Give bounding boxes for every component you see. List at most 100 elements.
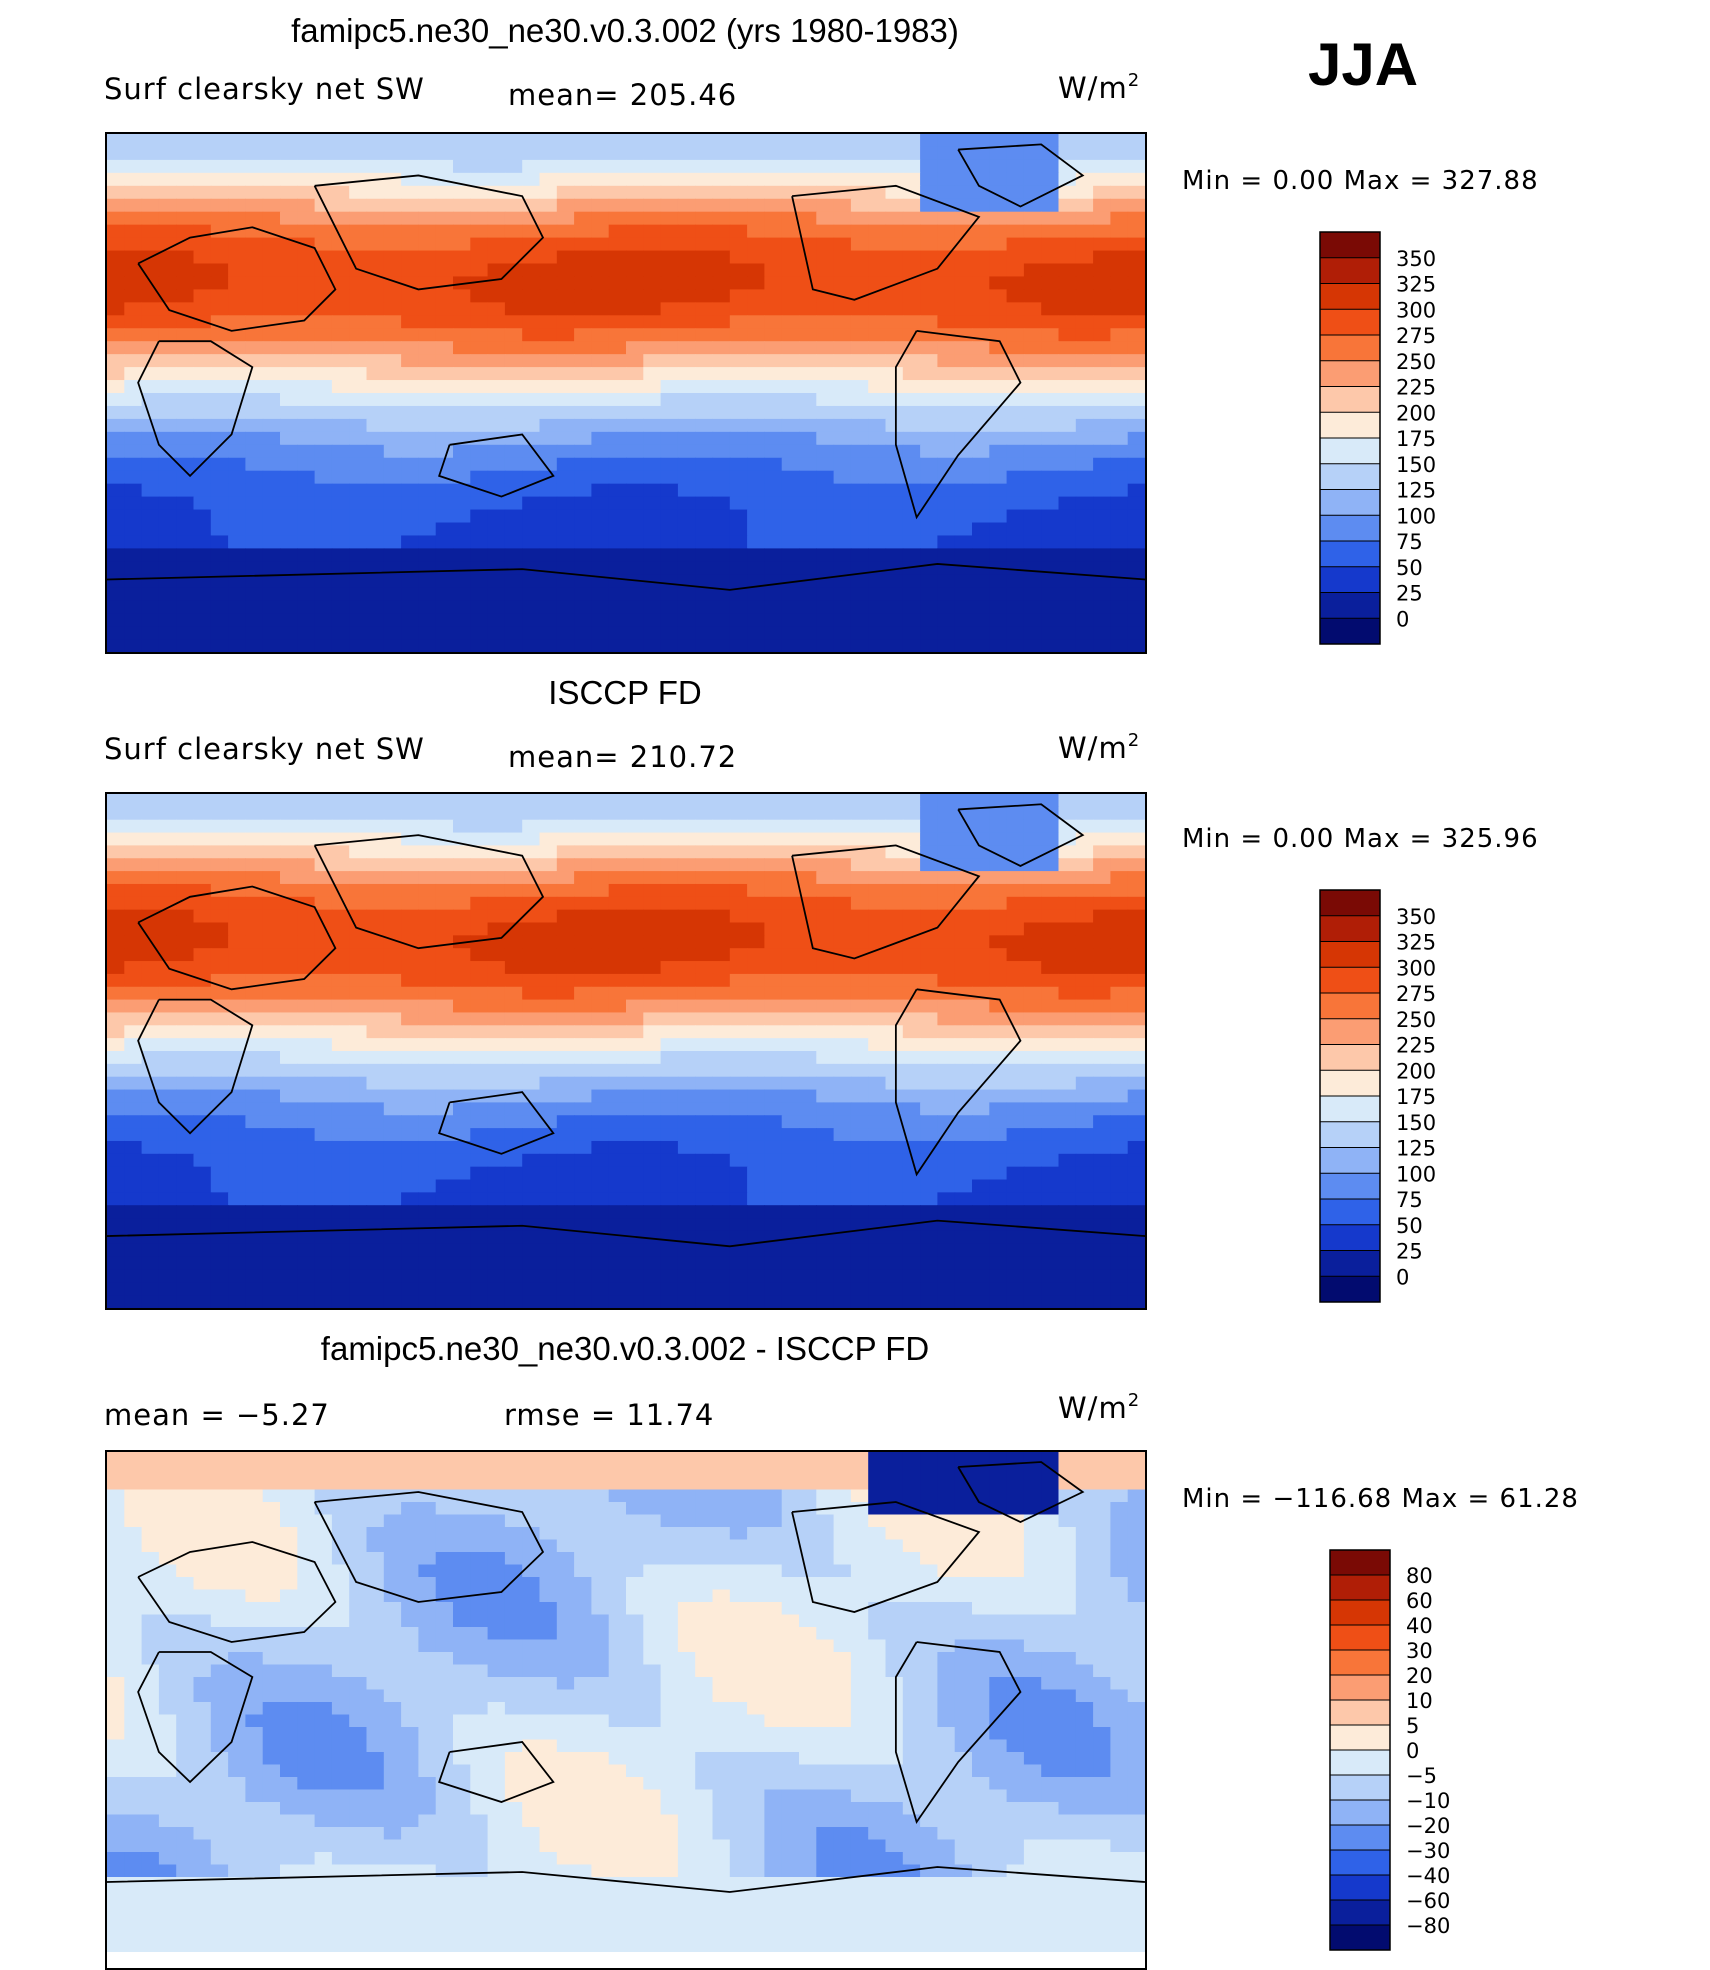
map-cell <box>263 1051 281 1064</box>
map-cell <box>937 587 955 601</box>
map-cell <box>142 471 160 485</box>
map-cell <box>194 1051 212 1064</box>
map-cell <box>920 406 938 420</box>
map-cell <box>678 833 696 846</box>
map-cell <box>522 497 540 511</box>
map-cell <box>384 613 402 627</box>
map-cell <box>367 626 385 640</box>
map-cell <box>176 1077 194 1090</box>
map-cell <box>557 897 575 910</box>
map-cell <box>1128 1102 1145 1115</box>
map-cell <box>159 807 177 820</box>
map-cell <box>228 961 246 974</box>
map-cell <box>401 820 419 833</box>
map-cell <box>972 354 990 368</box>
map-cell <box>470 1205 488 1218</box>
map-cell <box>574 1167 592 1180</box>
map-cell <box>315 238 333 252</box>
map-cell <box>713 484 731 498</box>
map-cell <box>211 1192 229 1205</box>
map-cell <box>315 510 333 524</box>
map-cell <box>868 820 886 833</box>
map-cell <box>782 1077 800 1090</box>
map-cell <box>488 923 506 936</box>
map-cell <box>228 315 246 329</box>
map-cell <box>1093 794 1111 807</box>
map-cell <box>747 367 765 381</box>
map-cell <box>764 173 782 187</box>
map-cell <box>436 845 454 858</box>
map-cell <box>609 1244 627 1257</box>
map-cell <box>1041 1192 1059 1205</box>
map-cell <box>1110 794 1128 807</box>
map-cell <box>315 471 333 485</box>
map-cell <box>1076 1257 1094 1270</box>
map-cell <box>1110 858 1128 871</box>
map-cell <box>695 160 713 174</box>
map-cell <box>1076 199 1094 213</box>
map-cell <box>124 225 142 239</box>
map-cell <box>436 251 454 265</box>
map-cell <box>436 820 454 833</box>
map-cell <box>124 1154 142 1167</box>
map-cell <box>574 445 592 459</box>
map-cell <box>591 173 609 187</box>
map-cell <box>1041 406 1059 420</box>
map-cell <box>937 1141 955 1154</box>
map-cell <box>1041 600 1059 614</box>
colorbar-tick-label: 100 <box>1396 1162 1436 1186</box>
map-cell <box>263 302 281 316</box>
map-cell <box>1007 948 1025 961</box>
map-cell <box>937 1012 955 1025</box>
map-cell <box>263 1282 281 1295</box>
map-cell <box>816 251 834 265</box>
map-cell <box>661 587 679 601</box>
map-cell <box>643 173 661 187</box>
map-cell <box>1076 1064 1094 1077</box>
map-cell <box>1093 833 1111 846</box>
map-cell <box>107 1077 125 1090</box>
map-cell <box>1024 147 1042 161</box>
map-cell <box>453 948 471 961</box>
map-cell <box>124 833 142 846</box>
map-cell <box>868 328 886 342</box>
map-cell <box>609 613 627 627</box>
map-cell <box>920 380 938 394</box>
map-cell <box>176 1038 194 1051</box>
map-cell <box>937 639 955 652</box>
map-cell <box>522 574 540 588</box>
map-cell <box>159 1025 177 1038</box>
map-cell <box>263 935 281 948</box>
map-cell <box>626 1154 644 1167</box>
map-cell <box>591 1102 609 1115</box>
map-cell <box>661 1205 679 1218</box>
map-cell <box>782 884 800 897</box>
map-cell <box>764 987 782 1000</box>
map-cell <box>747 276 765 290</box>
map-cell <box>626 974 644 987</box>
map-cell <box>886 923 904 936</box>
map-cell <box>522 535 540 549</box>
map-cell <box>1059 974 1077 987</box>
map-cell <box>937 535 955 549</box>
map-cell <box>937 961 955 974</box>
map-cell <box>574 897 592 910</box>
map-cell <box>453 1257 471 1270</box>
map-cell <box>678 535 696 549</box>
map-cell <box>989 961 1007 974</box>
map-cell <box>591 1025 609 1038</box>
map-cell <box>764 1218 782 1231</box>
map-cell <box>194 639 212 652</box>
map-cell <box>713 884 731 897</box>
map-cell <box>643 315 661 329</box>
map-cell <box>782 1128 800 1141</box>
map-cell <box>1059 432 1077 446</box>
map-cell <box>557 147 575 161</box>
map-cell <box>367 1452 385 1465</box>
map-cell <box>142 1269 160 1282</box>
map-cell <box>280 948 298 961</box>
map-cell <box>211 160 229 174</box>
map-cell <box>661 238 679 252</box>
map-cell <box>1076 961 1094 974</box>
